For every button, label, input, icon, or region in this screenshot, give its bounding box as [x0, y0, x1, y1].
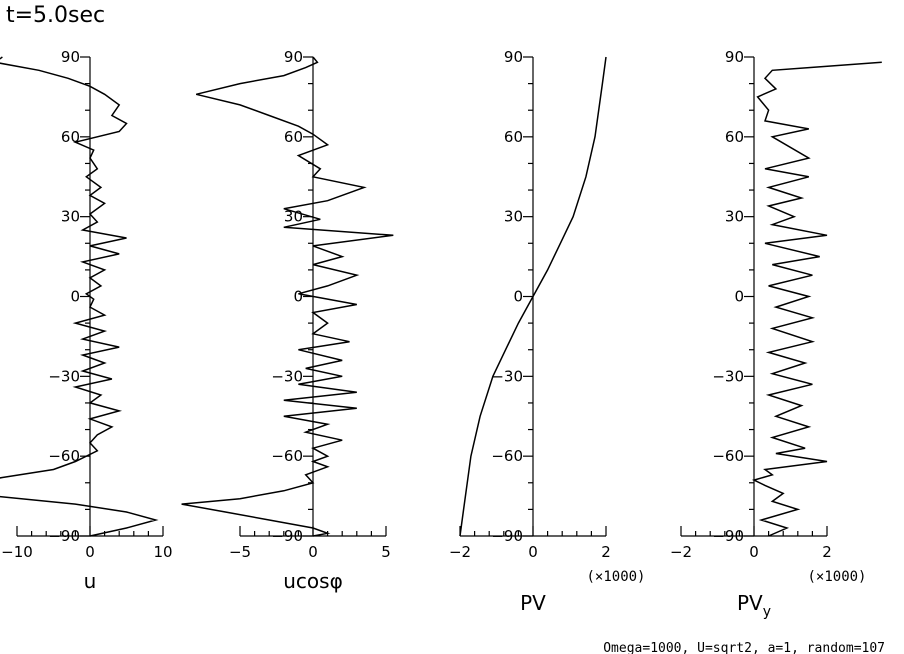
y-tick-label: −60 — [271, 447, 303, 465]
y-tick-label: −30 — [271, 367, 303, 385]
y-tick-label: 0 — [513, 288, 523, 306]
y-tick-label: −60 — [48, 447, 80, 465]
profile-line-u — [0, 56, 159, 537]
y-tick-label: 60 — [504, 128, 523, 146]
x-axis-title-subscript: y — [763, 604, 771, 620]
profile-line-pvy — [751, 61, 882, 537]
y-tick-label: 30 — [725, 208, 744, 226]
y-tick-label: 90 — [725, 48, 744, 66]
x-axis-title: u — [84, 569, 97, 593]
x-tick-label: −2 — [670, 543, 692, 561]
x-tick-label: 0 — [308, 543, 318, 561]
y-tick-label: −90 — [491, 527, 523, 545]
x-unit-label: (×1000) — [807, 569, 866, 585]
y-tick-label: −30 — [48, 367, 80, 385]
y-tick-label: 90 — [504, 48, 523, 66]
y-tick-label: 30 — [504, 208, 523, 226]
y-tick-label: 60 — [284, 128, 303, 146]
y-tick-label: −60 — [491, 447, 523, 465]
x-axis-title: PV — [520, 591, 546, 615]
y-tick-label: 0 — [70, 288, 80, 306]
x-axis-title-main: u — [84, 569, 97, 593]
panel-pvy: −2 0 2 −90 −60 −30 0 30 60 90 (×1000) PVy — [670, 48, 882, 620]
panel-u: −10 0 10 −90 −60 −30 0 30 60 90 u — [0, 48, 173, 593]
x-axis-title-main: PV — [520, 591, 546, 615]
y-tick-label: 30 — [61, 208, 80, 226]
y-tick-label: 0 — [734, 288, 744, 306]
x-tick-label: 0 — [85, 543, 95, 561]
figure-footer: Omega=1000, U=sqrt2, a=1, random=107 — [603, 641, 885, 654]
x-axis-title-main: PV — [737, 591, 763, 615]
figure-title: t=5.0sec — [6, 3, 105, 28]
profile-line-ucos — [181, 56, 394, 537]
x-axis-title-main: ucosφ — [283, 569, 343, 593]
x-tick-label: 2 — [601, 543, 611, 561]
x-tick-label: −10 — [1, 543, 33, 561]
x-tick-label: 2 — [822, 543, 832, 561]
x-unit-label: (×1000) — [586, 569, 645, 585]
y-tick-label: 90 — [284, 48, 303, 66]
x-tick-label: 0 — [749, 543, 759, 561]
x-tick-label: −5 — [229, 543, 251, 561]
y-tick-label: −90 — [271, 527, 303, 545]
x-tick-label: 5 — [381, 543, 391, 561]
y-tick-label: 90 — [61, 48, 80, 66]
y-tick-label: 0 — [293, 288, 303, 306]
y-tick-label: −30 — [491, 367, 523, 385]
x-axis-title: ucosφ — [283, 569, 343, 593]
x-tick-label: 10 — [153, 543, 172, 561]
x-tick-label: −2 — [449, 543, 471, 561]
x-axis-title: PVy — [737, 591, 771, 620]
y-tick-label: −60 — [712, 447, 744, 465]
panels: −10 0 10 −90 −60 −30 0 30 60 90 u −5 0 5 −90 −60 −30 0 30 6… — [0, 48, 882, 620]
y-tick-label: 60 — [725, 128, 744, 146]
y-tick-label: −90 — [48, 527, 80, 545]
profile-line-pv — [459, 56, 607, 537]
x-tick-label: 0 — [528, 543, 538, 561]
panel-pv: −2 0 2 −90 −60 −30 0 30 60 90 (×1000) PV — [449, 48, 646, 615]
y-tick-label: −90 — [712, 527, 744, 545]
y-tick-label: 60 — [61, 128, 80, 146]
y-tick-label: −30 — [712, 367, 744, 385]
